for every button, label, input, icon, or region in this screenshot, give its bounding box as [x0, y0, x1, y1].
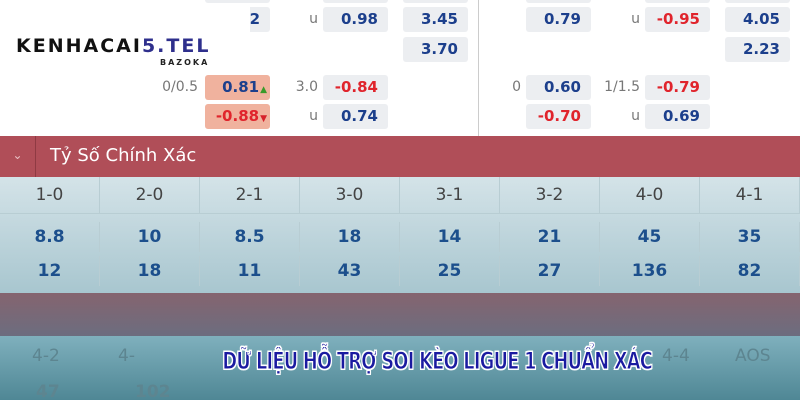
bottom-score-row: 4-2 4- 4-4 AOS 47 102 — [0, 336, 800, 402]
section-header-correct-score[interactable]: ⌄ Tỷ Số Chính Xác — [0, 136, 800, 177]
site-logo: KENHACAI5.TEL BAZOKA — [0, 4, 250, 68]
score-odds-away[interactable]: 27 — [500, 256, 600, 286]
odds-cell[interactable]: 2.23 — [725, 37, 790, 62]
score-odds-away[interactable]: 25 — [400, 256, 500, 286]
logo-subtext: BAZOKA — [160, 58, 210, 67]
score-header: 2-0 — [100, 177, 200, 214]
odds-label: u — [631, 108, 640, 124]
odds-cell[interactable]: 0.81▲ — [205, 75, 270, 100]
odds-label: u — [309, 108, 318, 124]
score-label: 4-4 — [662, 346, 690, 366]
odds-cell[interactable]: -0.79 — [645, 75, 710, 100]
score-odds-away[interactable]: 82 — [700, 256, 800, 286]
correct-score-grid: 1-0 8.8 12 2-0 10 18 2-1 8.5 11 3-0 18 43 3-1 14 25 3-2… — [0, 177, 800, 293]
score-odds-away[interactable]: 12 — [0, 256, 100, 286]
odds-cell[interactable] — [205, 0, 270, 3]
odds-cell[interactable] — [725, 0, 790, 3]
score-label: 4- — [118, 346, 135, 366]
arrow-down-icon: ▼ — [260, 114, 267, 124]
arrow-up-icon: ▲ — [260, 85, 267, 95]
score-odds-home[interactable]: 8.8 — [0, 222, 100, 252]
score-odds-home[interactable]: 35 — [700, 222, 800, 252]
score-odds-home[interactable]: 45 — [600, 222, 700, 252]
handicap-label: 0/0.5 — [162, 79, 198, 95]
odds-cell[interactable] — [323, 0, 388, 3]
odds-cell[interactable]: -0.84 — [323, 75, 388, 100]
odds-cell[interactable] — [403, 0, 468, 3]
section-title: Tỷ Số Chính Xác — [50, 145, 197, 166]
odds-cell[interactable]: 3.70 — [403, 37, 468, 62]
score-header: 3-2 — [500, 177, 600, 214]
score-odds-home[interactable]: 18 — [300, 222, 400, 252]
score-header: 2-1 — [200, 177, 300, 214]
score-odds-away[interactable]: 18 — [100, 256, 200, 286]
odds-cell[interactable]: 3.45 — [403, 7, 468, 32]
odds-value: 0.81 — [222, 78, 260, 96]
empty-band — [0, 293, 800, 336]
score-odds-home[interactable]: 8.5 — [200, 222, 300, 252]
odds-cell[interactable]: 4.05 — [725, 7, 790, 32]
odds-cell[interactable]: 0.69 — [645, 104, 710, 129]
score-header: 4-0 — [600, 177, 700, 214]
score-odds-home[interactable]: 21 — [500, 222, 600, 252]
score-odds-away[interactable]: 136 — [600, 256, 700, 286]
total-label: 1/1.5 — [604, 79, 640, 95]
score-header: 3-1 — [400, 177, 500, 214]
odds-label: u — [309, 11, 318, 27]
score-odds-away[interactable]: 11 — [200, 256, 300, 286]
odds-cell[interactable] — [526, 0, 591, 3]
score-label: 4-2 — [32, 346, 60, 366]
odds-cell[interactable]: -0.70 — [526, 104, 591, 129]
odds-cell[interactable]: 0.60 — [526, 75, 591, 100]
odds-cell[interactable] — [645, 0, 710, 3]
score-odds: 47 — [36, 382, 60, 402]
score-odds: 102 — [135, 382, 171, 402]
logo-text: KENHACAI5.TEL — [16, 35, 211, 57]
score-odds-home[interactable]: 10 — [100, 222, 200, 252]
odds-cell[interactable]: 0.98 — [323, 7, 388, 32]
score-odds-home[interactable]: 14 — [400, 222, 500, 252]
score-odds-away[interactable]: 43 — [300, 256, 400, 286]
score-label: AOS — [735, 346, 771, 366]
score-header: 3-0 — [300, 177, 400, 214]
odds-label: u — [631, 11, 640, 27]
odds-cell[interactable]: 0.74 — [323, 104, 388, 129]
score-header: 4-1 — [700, 177, 800, 214]
divider — [478, 0, 479, 136]
chevron-down-icon[interactable]: ⌄ — [0, 136, 36, 177]
odds-cell[interactable]: -0.88▼ — [205, 104, 270, 129]
total-label: 3.0 — [295, 79, 318, 95]
odds-cell[interactable]: -0.95 — [645, 7, 710, 32]
odds-value: -0.88 — [215, 107, 260, 125]
handicap-label: 0 — [512, 79, 521, 95]
odds-cell[interactable]: 0.79 — [526, 7, 591, 32]
banner-title: DỮ LIỆU HỖ TRỢ SOI KÈO LIGUE 1 CHUẨN XÁC — [222, 347, 653, 376]
score-header: 1-0 — [0, 177, 100, 214]
